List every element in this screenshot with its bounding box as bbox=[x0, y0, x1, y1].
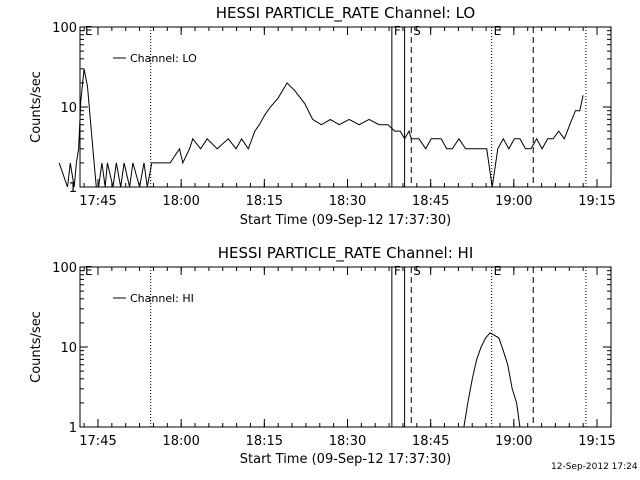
chart-panel-lo: HESSI PARTICLE_RATE Channel: LO 1 10 100 17:… bbox=[29, 4, 616, 228]
chart-title: HESSI PARTICLE_RATE Channel: HI bbox=[218, 244, 474, 263]
x-tick-label: 18:15 bbox=[246, 434, 283, 449]
series-line bbox=[463, 332, 521, 428]
chart-panel-hi: HESSI PARTICLE_RATE Channel: HI 1 10 100 17:… bbox=[29, 244, 616, 467]
y-tick-label: 100 bbox=[52, 261, 77, 276]
marker-label-E: E bbox=[85, 24, 93, 38]
plot-frame bbox=[79, 266, 612, 428]
marker-label-F: F bbox=[394, 264, 401, 278]
marker-label-E: E bbox=[494, 264, 502, 278]
x-tick-label: 17:45 bbox=[79, 434, 116, 449]
marker-label-E: E bbox=[85, 264, 93, 278]
x-tick-label: 18:30 bbox=[329, 434, 366, 449]
x-axis-label: Start Time (09-Sep-12 17:37:30) bbox=[240, 213, 451, 228]
x-tick-label: 19:00 bbox=[495, 194, 532, 209]
series-line bbox=[58, 68, 584, 188]
footer-timestamp: 12-Sep-2012 17:24 bbox=[551, 462, 638, 472]
legend-label: Channel: LO bbox=[130, 52, 197, 65]
x-tick-label: 18:45 bbox=[412, 434, 449, 449]
x-tick-label: 18:15 bbox=[246, 194, 283, 209]
chart-title: HESSI PARTICLE_RATE Channel: LO bbox=[216, 4, 475, 23]
y-axis-label: Counts/sec bbox=[29, 71, 44, 143]
legend-label: Channel: HI bbox=[130, 292, 194, 305]
marker-label-F: F bbox=[394, 24, 401, 38]
marker-label-E: E bbox=[494, 24, 502, 38]
x-axis-label: Start Time (09-Sep-12 17:37:30) bbox=[240, 452, 451, 467]
y-tick-label: 1 bbox=[69, 181, 77, 196]
y-tick-label: 1 bbox=[69, 421, 77, 436]
x-tick-label: 18:45 bbox=[412, 194, 449, 209]
marker-label-S: S bbox=[413, 264, 421, 278]
x-tick-label: 18:00 bbox=[162, 194, 199, 209]
x-tick-label: 19:00 bbox=[495, 434, 532, 449]
y-axis-label: Counts/sec bbox=[29, 311, 44, 383]
marker-label-S: S bbox=[413, 24, 421, 38]
y-tick-label: 10 bbox=[60, 101, 77, 116]
y-tick-label: 100 bbox=[52, 21, 77, 36]
x-tick-label: 18:00 bbox=[162, 434, 199, 449]
y-tick-label: 10 bbox=[60, 341, 77, 356]
x-tick-label: 18:30 bbox=[329, 194, 366, 209]
x-tick-label: 19:15 bbox=[578, 194, 615, 209]
x-tick-label: 17:45 bbox=[79, 194, 116, 209]
x-tick-label: 19:15 bbox=[578, 434, 615, 449]
